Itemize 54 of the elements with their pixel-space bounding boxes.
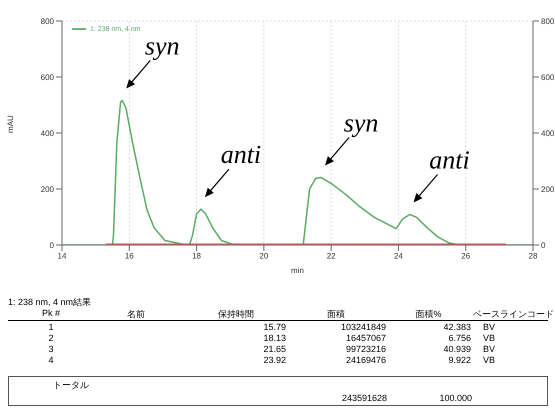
y2-tick-label: 200: [541, 184, 555, 194]
text: 42.383: [442, 322, 471, 332]
text: 40.939: [442, 344, 471, 354]
text: 3: [47, 344, 54, 354]
text: 99723216: [344, 344, 386, 354]
y-tick-label: 400: [40, 128, 55, 138]
text: 4: [47, 355, 54, 365]
text: ベースラインコード: [472, 308, 555, 321]
x-tick-label: 28: [528, 252, 538, 261]
text: 面積: [326, 308, 346, 321]
text: VB: [483, 333, 496, 343]
y2-tick-label: 0: [541, 240, 546, 250]
text: 100.000: [438, 393, 472, 403]
x-tick-label: 24: [394, 252, 404, 261]
y-tick-label: 200: [40, 184, 55, 194]
text: 1: [47, 322, 54, 332]
text: 2: [47, 333, 54, 343]
annotation: syn: [344, 108, 378, 138]
text: 103241849: [340, 322, 386, 332]
text: 面積%: [414, 308, 442, 321]
y2-tick-label: 400: [541, 128, 555, 138]
y-tick-label: 800: [40, 16, 55, 26]
x-tick-label: 20: [259, 252, 269, 261]
text: 9.922: [447, 355, 471, 365]
text: 名前: [126, 308, 146, 321]
text: 21.65: [262, 344, 286, 354]
text: 1: 238 nm, 4 nm結果: [8, 296, 92, 309]
text: 23.92: [262, 355, 286, 365]
y2-tick-label: 600: [541, 72, 555, 82]
x-tick-label: 18: [192, 252, 202, 261]
text: 24169476: [344, 355, 386, 365]
text: BV: [483, 344, 496, 354]
text: BV: [483, 322, 496, 332]
x-tick-label: 26: [461, 252, 471, 261]
text: 6.756: [447, 333, 471, 343]
annotation: anti: [220, 140, 262, 170]
x-axis-title: min: [291, 266, 304, 275]
x-tick-label: 14: [58, 252, 67, 261]
text: トータル: [52, 379, 89, 392]
annotation: syn: [144, 32, 180, 61]
text: 16457067: [344, 333, 386, 343]
text: 243591628: [340, 393, 387, 403]
text: 15.79: [262, 322, 286, 332]
text: VB: [483, 355, 496, 365]
y2-tick-label: 800: [541, 16, 555, 26]
text: 18.13: [262, 333, 286, 343]
y-axis-title: mAU: [6, 115, 15, 133]
text: 保持時間: [217, 308, 255, 321]
text: Pk #: [40, 308, 61, 318]
x-tick-label: 22: [326, 252, 336, 261]
y-tick-label: 600: [40, 72, 55, 82]
annotation: anti: [429, 145, 470, 174]
y-tick-label: 0: [50, 240, 55, 250]
x-tick-label: 16: [124, 252, 134, 261]
